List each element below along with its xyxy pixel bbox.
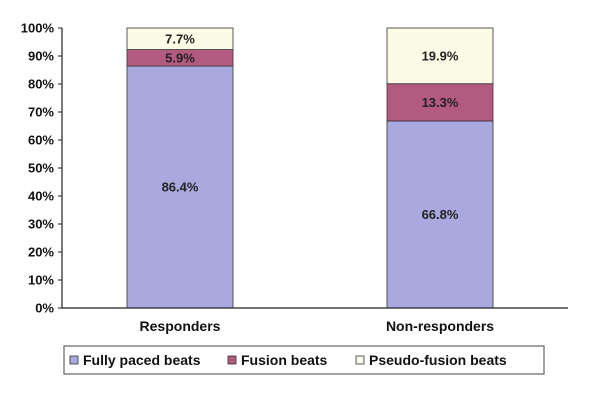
category-labels: Responders Non-responders <box>140 318 495 334</box>
y-tick-label: 90% <box>28 49 54 64</box>
bar-stacks: 86.4% 5.9% 7.7% 66.8% 13.3% 19.9% <box>126 27 494 309</box>
y-tick-label: 0% <box>35 301 54 316</box>
y-tick-label: 20% <box>28 245 54 260</box>
axes <box>61 28 568 309</box>
y-tick-label: 30% <box>28 217 54 232</box>
legend-swatch <box>69 355 79 365</box>
bar-segment <box>386 120 494 309</box>
legend: Fully paced beats Fusion beats Pseudo-fusi… <box>63 345 545 375</box>
legend-label: Fully paced beats <box>83 352 201 368</box>
data-label: 66.8% <box>422 207 459 222</box>
y-tick-label: 100% <box>21 21 55 36</box>
legend-swatch <box>227 355 237 365</box>
y-tick-label: 40% <box>28 189 54 204</box>
bar-segment <box>126 27 234 50</box>
legend-label: Pseudo-fusion beats <box>369 352 507 368</box>
y-tick-label: 60% <box>28 133 54 148</box>
y-tick-label: 50% <box>28 161 54 176</box>
bar-segment <box>386 27 494 85</box>
y-tick-label: 10% <box>28 273 54 288</box>
legend-swatch <box>355 355 365 365</box>
y-tick-label: 70% <box>28 105 54 120</box>
y-axis-ticks: 0% 10% 20% 30% 40% 50% 60% 70% 80% 90% 100% <box>21 21 62 316</box>
data-label: 5.9% <box>165 50 195 65</box>
category-label: Responders <box>140 318 221 334</box>
legend-label: Fusion beats <box>241 352 328 368</box>
data-label: 7.7% <box>165 31 195 46</box>
category-label: Non-responders <box>386 318 494 334</box>
data-label: 86.4% <box>162 180 199 195</box>
data-label: 13.3% <box>422 95 459 110</box>
legend-box <box>63 345 545 375</box>
data-label: 19.9% <box>422 48 459 63</box>
y-tick-label: 80% <box>28 77 54 92</box>
bar-segment <box>386 83 494 122</box>
bar-segment <box>126 65 234 309</box>
